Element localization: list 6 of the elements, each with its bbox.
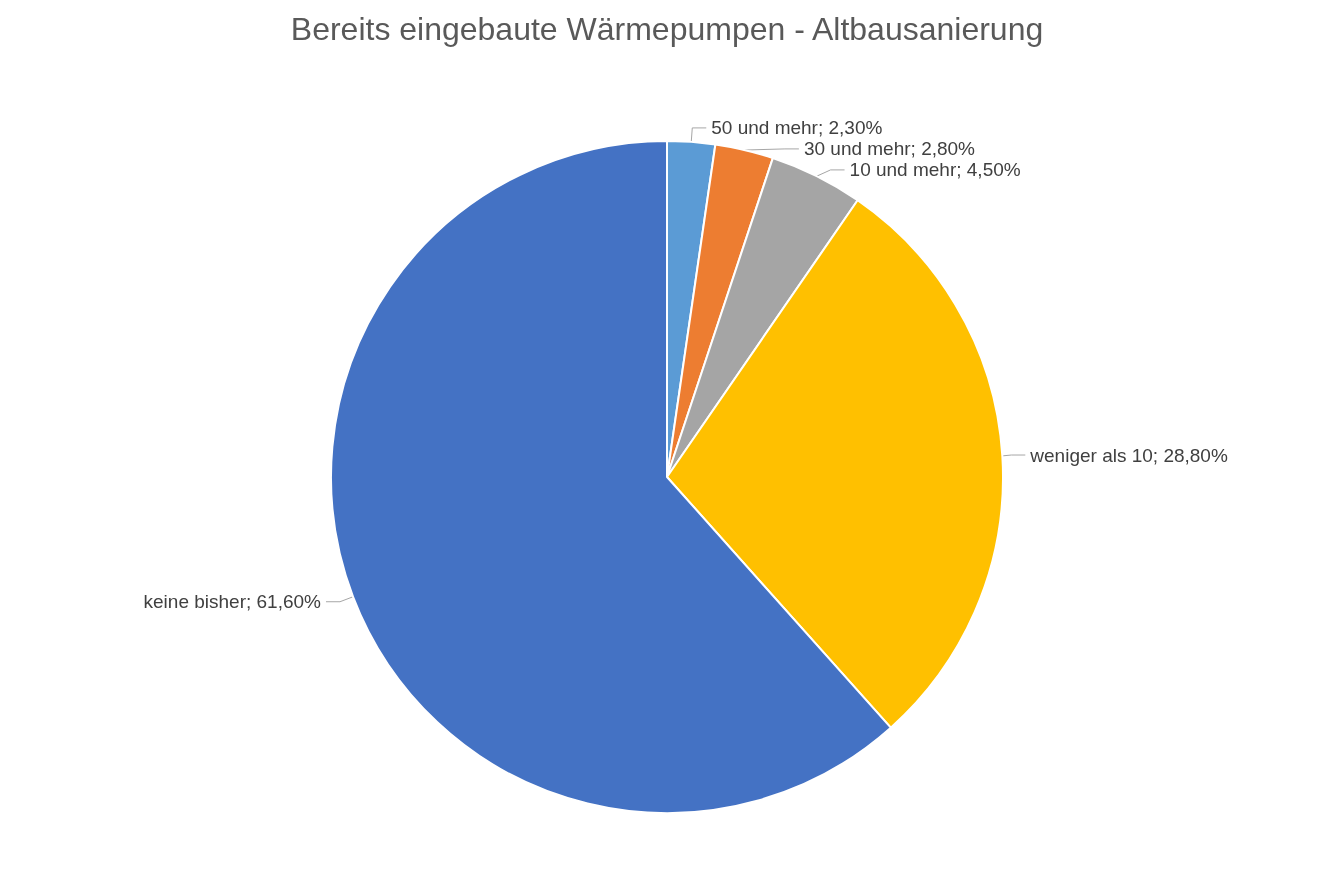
slice-label: 30 und mehr; 2,80% — [803, 138, 976, 160]
chart-title: Bereits eingebaute Wärmepumpen - Altbausanierung — [290, 11, 1044, 47]
slice-label: weniger als 10; 28,80% — [1029, 444, 1228, 466]
slice-label: 10 und mehr; 4,50% — [849, 159, 1021, 181]
slice-label: keine bisher; 61,60% — [143, 591, 322, 613]
slice-label: 50 und mehr; 2,30% — [711, 117, 883, 139]
